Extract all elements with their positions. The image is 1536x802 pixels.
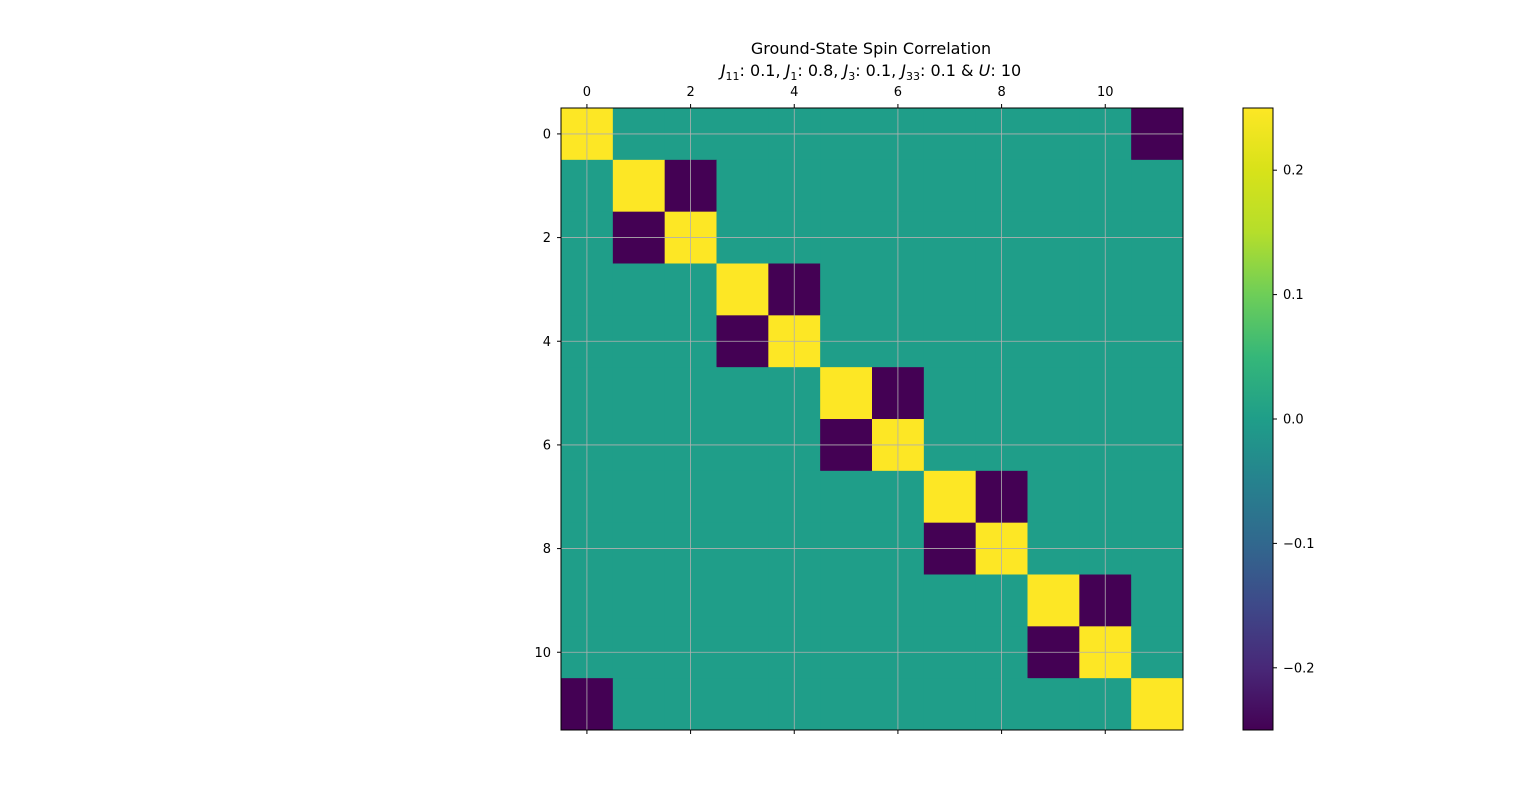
x-tick-label: 10 bbox=[1097, 85, 1114, 100]
y-axis-left: 0 2 4 6 8 10 bbox=[534, 127, 561, 661]
heatmap-cell bbox=[1131, 159, 1184, 213]
subtitle-u-value: 10 bbox=[1001, 61, 1021, 80]
colorbar bbox=[1243, 108, 1273, 730]
heatmap-cell bbox=[923, 678, 977, 731]
subtitle-j33-value: 0.1 bbox=[931, 61, 956, 80]
heatmap-cell bbox=[1027, 367, 1080, 420]
heatmap-cell bbox=[923, 263, 977, 316]
chart-title: Ground-State Spin Correlation bbox=[751, 39, 991, 58]
y-tick-label: 4 bbox=[543, 335, 551, 350]
heatmap-cells bbox=[561, 108, 1184, 731]
heatmap-cell bbox=[716, 263, 769, 316]
heatmap-cell bbox=[1131, 678, 1184, 731]
heatmap-cell bbox=[612, 470, 666, 524]
heatmap-cell bbox=[923, 470, 977, 524]
colorbar-tick-label: −0.2 bbox=[1283, 661, 1315, 676]
heatmap-cell bbox=[1027, 470, 1080, 524]
heatmap-cell bbox=[716, 574, 769, 627]
heatmap-cell bbox=[820, 159, 873, 213]
heatmap-cell bbox=[820, 574, 873, 627]
heatmap-cell bbox=[820, 470, 873, 524]
heatmap-cell bbox=[612, 263, 666, 316]
heatmap-cell bbox=[820, 678, 873, 731]
colorbar-tick-label: 0.0 bbox=[1283, 413, 1304, 428]
heatmap-cell bbox=[923, 367, 977, 420]
heatmap-cell bbox=[716, 367, 769, 420]
x-tick-label: 6 bbox=[894, 85, 902, 100]
subtitle-j11-value: 0.1 bbox=[750, 61, 775, 80]
heatmap-cell bbox=[1131, 470, 1184, 524]
y-tick-label: 2 bbox=[543, 231, 551, 246]
x-tick-label: 4 bbox=[790, 85, 798, 100]
heatmap-grid bbox=[561, 108, 1183, 730]
heatmap-cell bbox=[716, 159, 769, 213]
colorbar-axis: 0.2 0.1 0.0 −0.1 −0.2 bbox=[1273, 164, 1315, 676]
heatmap-cell bbox=[716, 678, 769, 731]
heatmap-cell bbox=[612, 678, 666, 731]
heatmap-cell bbox=[1131, 574, 1184, 627]
heatmap-cell bbox=[1131, 263, 1184, 316]
y-tick-label: 8 bbox=[543, 542, 551, 557]
heatmap-cell bbox=[1027, 678, 1080, 731]
subtitle-j1-value: 0.8 bbox=[808, 61, 833, 80]
x-tick-label: 2 bbox=[686, 85, 694, 100]
heatmap-cell bbox=[1027, 263, 1080, 316]
heatmap-cell bbox=[1131, 367, 1184, 420]
heatmap-cell bbox=[612, 574, 666, 627]
heatmap-cell bbox=[820, 367, 873, 420]
colorbar-tick-label: −0.1 bbox=[1283, 537, 1315, 552]
heatmap-cell bbox=[923, 574, 977, 627]
colorbar-tick-label: 0.1 bbox=[1283, 288, 1304, 303]
heatmap-cell bbox=[820, 263, 873, 316]
heatmap-cell bbox=[716, 470, 769, 524]
y-tick-label: 0 bbox=[543, 127, 551, 142]
x-axis-top: 0 2 4 6 8 10 bbox=[583, 85, 1114, 734]
colorbar-tick-label: 0.2 bbox=[1283, 164, 1304, 179]
heatmap-cell bbox=[1027, 159, 1080, 213]
heatmap-cell bbox=[1027, 574, 1080, 627]
heatmap-cell bbox=[923, 159, 977, 213]
chart-subtitle: J11: 0.1, J1: 0.8, J3: 0.1, J33: 0.1 & U… bbox=[718, 61, 1021, 83]
heatmap-frame bbox=[560, 107, 1184, 731]
heatmap-cell bbox=[612, 367, 666, 420]
x-tick-label: 8 bbox=[997, 85, 1005, 100]
subtitle-j3-value: 0.1 bbox=[866, 61, 891, 80]
heatmap-cell bbox=[612, 159, 666, 213]
y-tick-label: 10 bbox=[534, 646, 551, 661]
x-tick-label: 0 bbox=[583, 85, 591, 100]
y-tick-label: 6 bbox=[543, 438, 551, 453]
